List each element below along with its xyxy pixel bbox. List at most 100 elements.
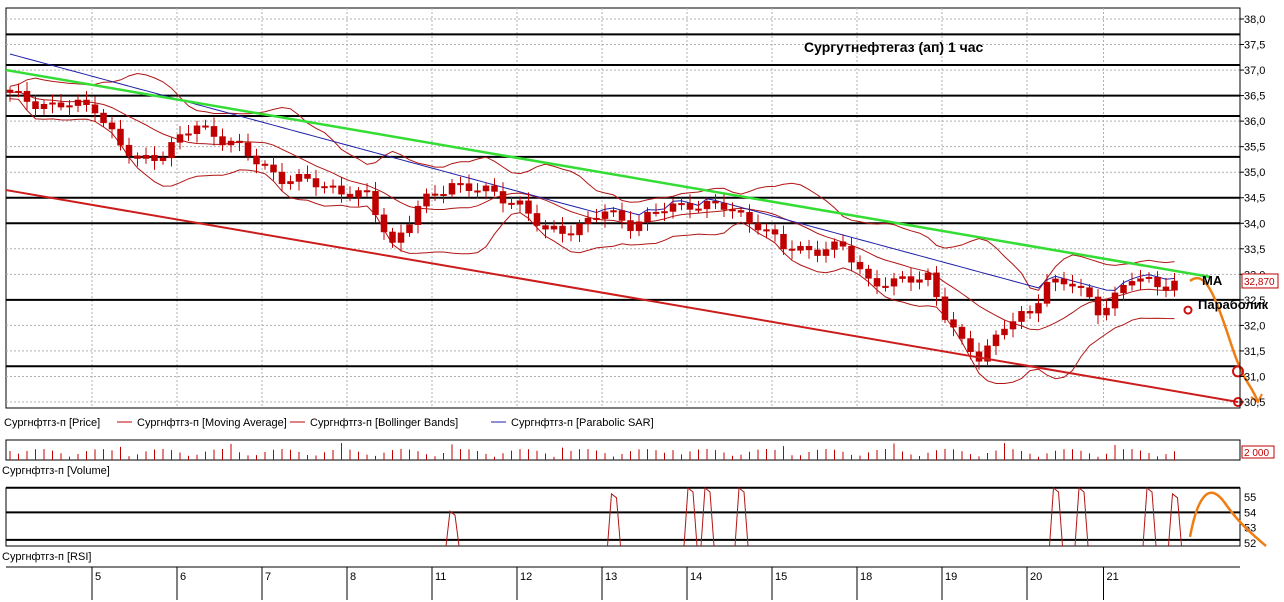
candle-body xyxy=(992,334,1000,347)
forecast-curve xyxy=(1189,277,1260,403)
candle-body xyxy=(244,142,252,157)
price-tick-label: 38,0 xyxy=(1244,14,1265,26)
candle-body xyxy=(457,183,464,186)
candle-body xyxy=(924,272,932,280)
candle-body xyxy=(23,90,31,102)
candle-body xyxy=(695,208,702,211)
candle-body xyxy=(431,193,439,196)
time-tick-label: 5 xyxy=(95,571,101,583)
price-tick-label: 32,5 xyxy=(1244,295,1265,307)
candle-body xyxy=(1035,303,1042,314)
candle-body xyxy=(482,185,490,192)
candle-body xyxy=(338,185,345,195)
time-tick-label: 21 xyxy=(1107,571,1119,583)
candle-body xyxy=(601,211,609,219)
candle-body xyxy=(448,183,456,195)
candle-body xyxy=(686,203,694,210)
candle-body xyxy=(525,200,532,214)
volume-panel: 2 000 Сургнфтгз-п [Volume] xyxy=(2,439,1275,477)
rsi-tick-label: 55 xyxy=(1244,492,1256,504)
candle-body xyxy=(916,279,923,283)
candle-body xyxy=(440,193,447,196)
candle-body xyxy=(1103,307,1110,316)
candle-body xyxy=(941,296,949,320)
candle-body xyxy=(1069,283,1076,287)
candle-body xyxy=(406,224,413,234)
candle-body xyxy=(6,89,14,93)
candle-body xyxy=(907,276,915,283)
time-axis: 5 6 7 8 11 12 13 14 15 18 19 20 21 xyxy=(6,566,1240,600)
candle-body xyxy=(703,200,711,210)
candle-body xyxy=(542,225,549,230)
candle-body xyxy=(185,133,192,136)
price-tick-label: 30,5 xyxy=(1244,397,1265,409)
candle-body xyxy=(1154,276,1161,288)
time-tick-label: 8 xyxy=(350,571,356,583)
candle-body xyxy=(873,278,881,287)
candle-body xyxy=(287,181,294,185)
legend-entry: Сургнфтгз-п [Parabolic SAR] xyxy=(511,417,654,429)
price-tick-label: 32,0 xyxy=(1244,320,1265,332)
time-tick-label: 20 xyxy=(1030,571,1042,583)
price-panel-frame xyxy=(5,7,1241,409)
candle-body xyxy=(958,326,966,339)
time-tick-label: 15 xyxy=(775,571,787,583)
candle-body xyxy=(1077,285,1085,288)
forecast-arrow-head xyxy=(1250,393,1263,404)
price-tick-label: 36,5 xyxy=(1244,91,1265,103)
candle-body xyxy=(644,211,651,222)
price-tick-label: 37,0 xyxy=(1244,65,1265,77)
legend-entry: Сургнфтгз-п [Bollinger Bands] xyxy=(310,417,458,429)
rsi-tick-label: 52 xyxy=(1244,538,1256,550)
candle-body xyxy=(559,225,566,234)
candle-body xyxy=(780,233,787,250)
candle-body xyxy=(168,142,175,159)
candle-body xyxy=(134,155,141,159)
candle-body xyxy=(788,248,796,251)
time-tick-label: 18 xyxy=(860,571,872,583)
time-tick-label: 6 xyxy=(180,571,186,583)
candle-body xyxy=(329,185,337,188)
candle-body xyxy=(754,223,762,231)
upper-trend-line xyxy=(5,68,1211,279)
bollinger-lower-line xyxy=(9,98,1175,384)
price-tick-label: 37,5 xyxy=(1244,40,1265,52)
candle-body xyxy=(899,276,906,279)
candle-body xyxy=(100,112,107,124)
target-circle xyxy=(1232,365,1244,378)
candle-body xyxy=(1001,328,1008,336)
candle-body xyxy=(890,278,898,287)
time-tick-label: 19 xyxy=(945,571,957,583)
rsi-forecast-curve xyxy=(1188,491,1267,548)
candlesticks xyxy=(6,82,1178,370)
candle-body xyxy=(414,205,422,225)
rsi-tick-label: 54 xyxy=(1244,507,1256,519)
legend-entry: Сургнфтгз-п [Moving Average] xyxy=(137,417,287,429)
candle-body xyxy=(1086,287,1093,298)
ma-annotation: MA xyxy=(1202,273,1223,288)
legend-entry: Сургнфтгз-п [Price] xyxy=(4,417,100,429)
candle-body xyxy=(491,185,498,192)
candle-body xyxy=(304,173,311,179)
candle-body xyxy=(635,221,643,232)
candle-body xyxy=(618,210,626,221)
candle-body xyxy=(40,103,48,110)
candle-body xyxy=(1162,286,1170,291)
chart-title: Сургутнефтегаз (ап) 1 час xyxy=(804,39,984,55)
candle-body xyxy=(729,209,736,212)
candle-body xyxy=(176,134,184,143)
rsi-panel: 55 54 53 52 Сургнфтгз-п [RSI] xyxy=(2,486,1267,563)
candle-body xyxy=(1111,292,1119,309)
candle-body xyxy=(797,245,804,251)
candle-body xyxy=(159,157,167,161)
price-tick-label: 35,5 xyxy=(1244,142,1265,154)
candle-body xyxy=(712,200,719,204)
candle-body xyxy=(627,220,634,232)
candle-body xyxy=(465,183,473,191)
candle-body xyxy=(227,140,235,146)
candle-body xyxy=(984,345,991,362)
candle-body xyxy=(737,210,745,213)
candle-body xyxy=(950,319,957,328)
candle-body xyxy=(848,246,855,263)
candle-body xyxy=(236,140,243,144)
